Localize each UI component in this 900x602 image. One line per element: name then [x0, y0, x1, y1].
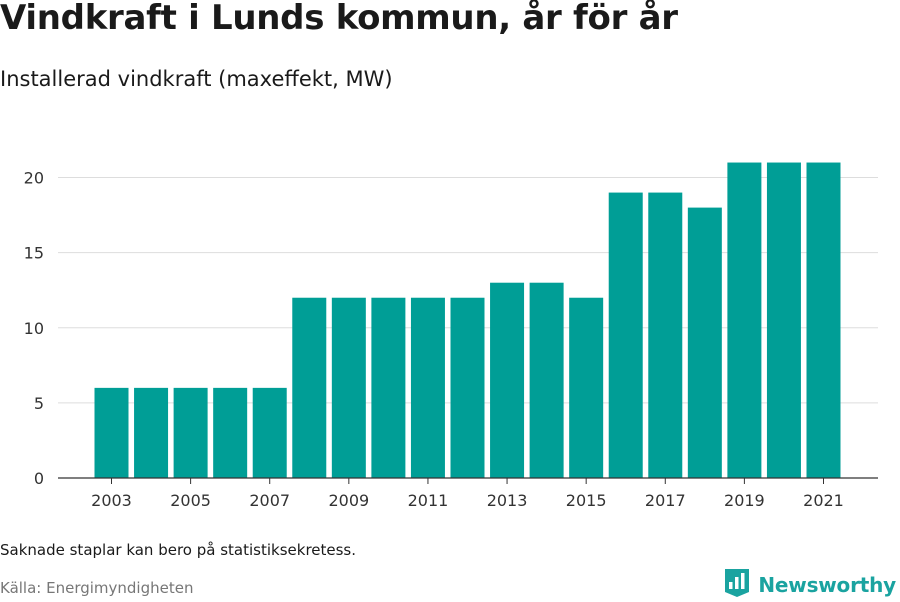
x-tick-label: 2015 [566, 491, 607, 510]
bar [766, 162, 801, 478]
y-axis-ticks: 0 5 10 15 20 [24, 169, 44, 488]
bar [490, 282, 525, 478]
x-tick-label: 2003 [91, 491, 132, 510]
bar [450, 297, 485, 478]
footnote: Saknade staplar kan bero på statistiksek… [0, 541, 357, 559]
bar-chart: 0 5 10 15 20 2003 2005 2007 2009 2011 2013 2015 201… [24, 162, 878, 510]
bar-chart-badge-icon [724, 568, 750, 602]
y-tick-label: 5 [34, 394, 44, 413]
source-credit: Källa: Energimyndigheten [0, 579, 194, 597]
bar [252, 387, 287, 478]
bar [94, 387, 129, 478]
x-tick-label: 2013 [487, 491, 528, 510]
bar [134, 387, 169, 478]
bar [569, 297, 604, 478]
y-tick-label: 0 [34, 469, 44, 488]
bar [806, 162, 841, 478]
x-axis-ticks: 2003 2005 2007 2009 2011 2013 2015 2017 2019 2021 [91, 478, 844, 510]
brand-name: Newsworthy [758, 573, 896, 597]
x-tick-label: 2017 [645, 491, 686, 510]
x-tick-label: 2021 [803, 491, 844, 510]
bar [687, 207, 722, 478]
bar [173, 387, 208, 478]
bar [648, 192, 683, 479]
x-tick-label: 2007 [249, 491, 290, 510]
bar [727, 162, 762, 478]
x-tick-label: 2019 [724, 491, 765, 510]
bar [371, 297, 406, 478]
chart-subtitle: Installerad vindkraft (maxeffekt, MW) [0, 67, 393, 91]
chart-title: Vindkraft i Lunds kommun, år för år [0, 0, 678, 38]
y-tick-label: 20 [24, 169, 44, 188]
bar [608, 192, 643, 479]
bar [529, 282, 564, 478]
bar [292, 297, 327, 478]
y-tick-label: 15 [24, 244, 44, 263]
bar [410, 297, 445, 478]
bar [213, 387, 248, 478]
brand-logo[interactable]: Newsworthy [724, 568, 896, 602]
y-tick-label: 10 [24, 319, 44, 338]
x-tick-label: 2009 [328, 491, 369, 510]
x-tick-label: 2005 [170, 491, 211, 510]
bar [331, 297, 366, 478]
bars [94, 162, 841, 479]
x-tick-label: 2011 [408, 491, 449, 510]
